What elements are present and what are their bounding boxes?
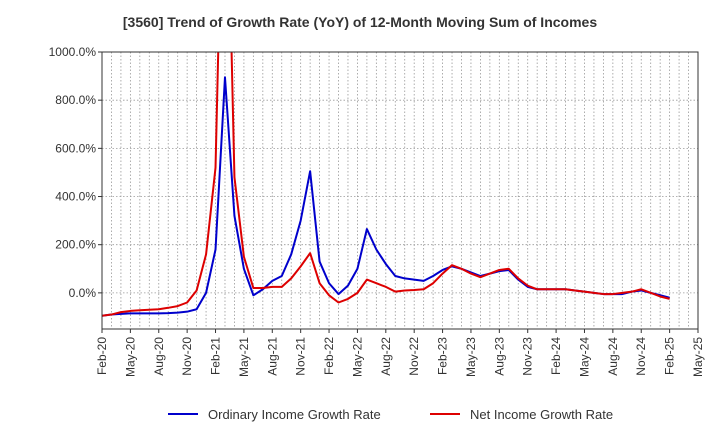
legend: Ordinary Income Growth Rate Net Income Gr… [168, 407, 613, 422]
grid-lines [102, 51, 698, 329]
x-tick-label: May-24 [577, 337, 591, 377]
x-tick-label: May-25 [691, 337, 705, 377]
x-axis: Feb-20 May-20 Aug-20 Nov-20 Feb-21 May-21 Aug-… [95, 329, 705, 377]
x-tick-label: Aug-20 [152, 337, 166, 376]
y-axis: 0.0% 200.0% 400.0% 600.0% 800.0% 1000.0% [49, 45, 102, 300]
y-tick-label: 600.0% [55, 141, 96, 155]
x-tick-label: Nov-24 [634, 337, 648, 376]
x-tick-label: May-20 [123, 337, 137, 377]
y-tick-label: 200.0% [55, 238, 96, 252]
x-tick-label: Feb-20 [95, 337, 109, 375]
x-tick-label: Aug-21 [265, 337, 279, 376]
x-tick-label: Feb-21 [209, 337, 223, 375]
x-tick-label: Feb-23 [436, 337, 450, 375]
x-tick-label: May-22 [350, 337, 364, 377]
x-tick-label: Nov-22 [407, 337, 421, 376]
chart-title: [3560] Trend of Growth Rate (YoY) of 12-… [122, 14, 598, 30]
y-tick-label: 0.0% [69, 286, 97, 300]
series-lines [102, 52, 670, 317]
legend-label: Net Income Growth Rate [470, 407, 613, 422]
x-tick-label: Feb-25 [663, 337, 677, 375]
x-tick-label: Nov-23 [521, 337, 535, 376]
x-tick-label: Feb-24 [549, 337, 563, 375]
x-tick-label: Aug-22 [379, 337, 393, 376]
y-tick-label: 800.0% [55, 93, 96, 107]
series-line-2 [102, 52, 670, 317]
legend-label: Ordinary Income Growth Rate [208, 407, 381, 422]
x-tick-label: May-21 [237, 337, 251, 377]
plot-background [102, 52, 698, 329]
x-tick-label: Aug-24 [606, 337, 620, 376]
y-tick-label: 400.0% [55, 190, 96, 204]
x-tick-label: Nov-21 [294, 337, 308, 376]
plot-border [101, 51, 699, 330]
x-tick-label: May-23 [464, 337, 478, 377]
x-tick-label: Aug-23 [492, 337, 506, 376]
x-tick-label: Nov-20 [180, 337, 194, 376]
x-tick-label: Feb-22 [322, 337, 336, 375]
y-tick-label: 1000.0% [49, 45, 97, 59]
